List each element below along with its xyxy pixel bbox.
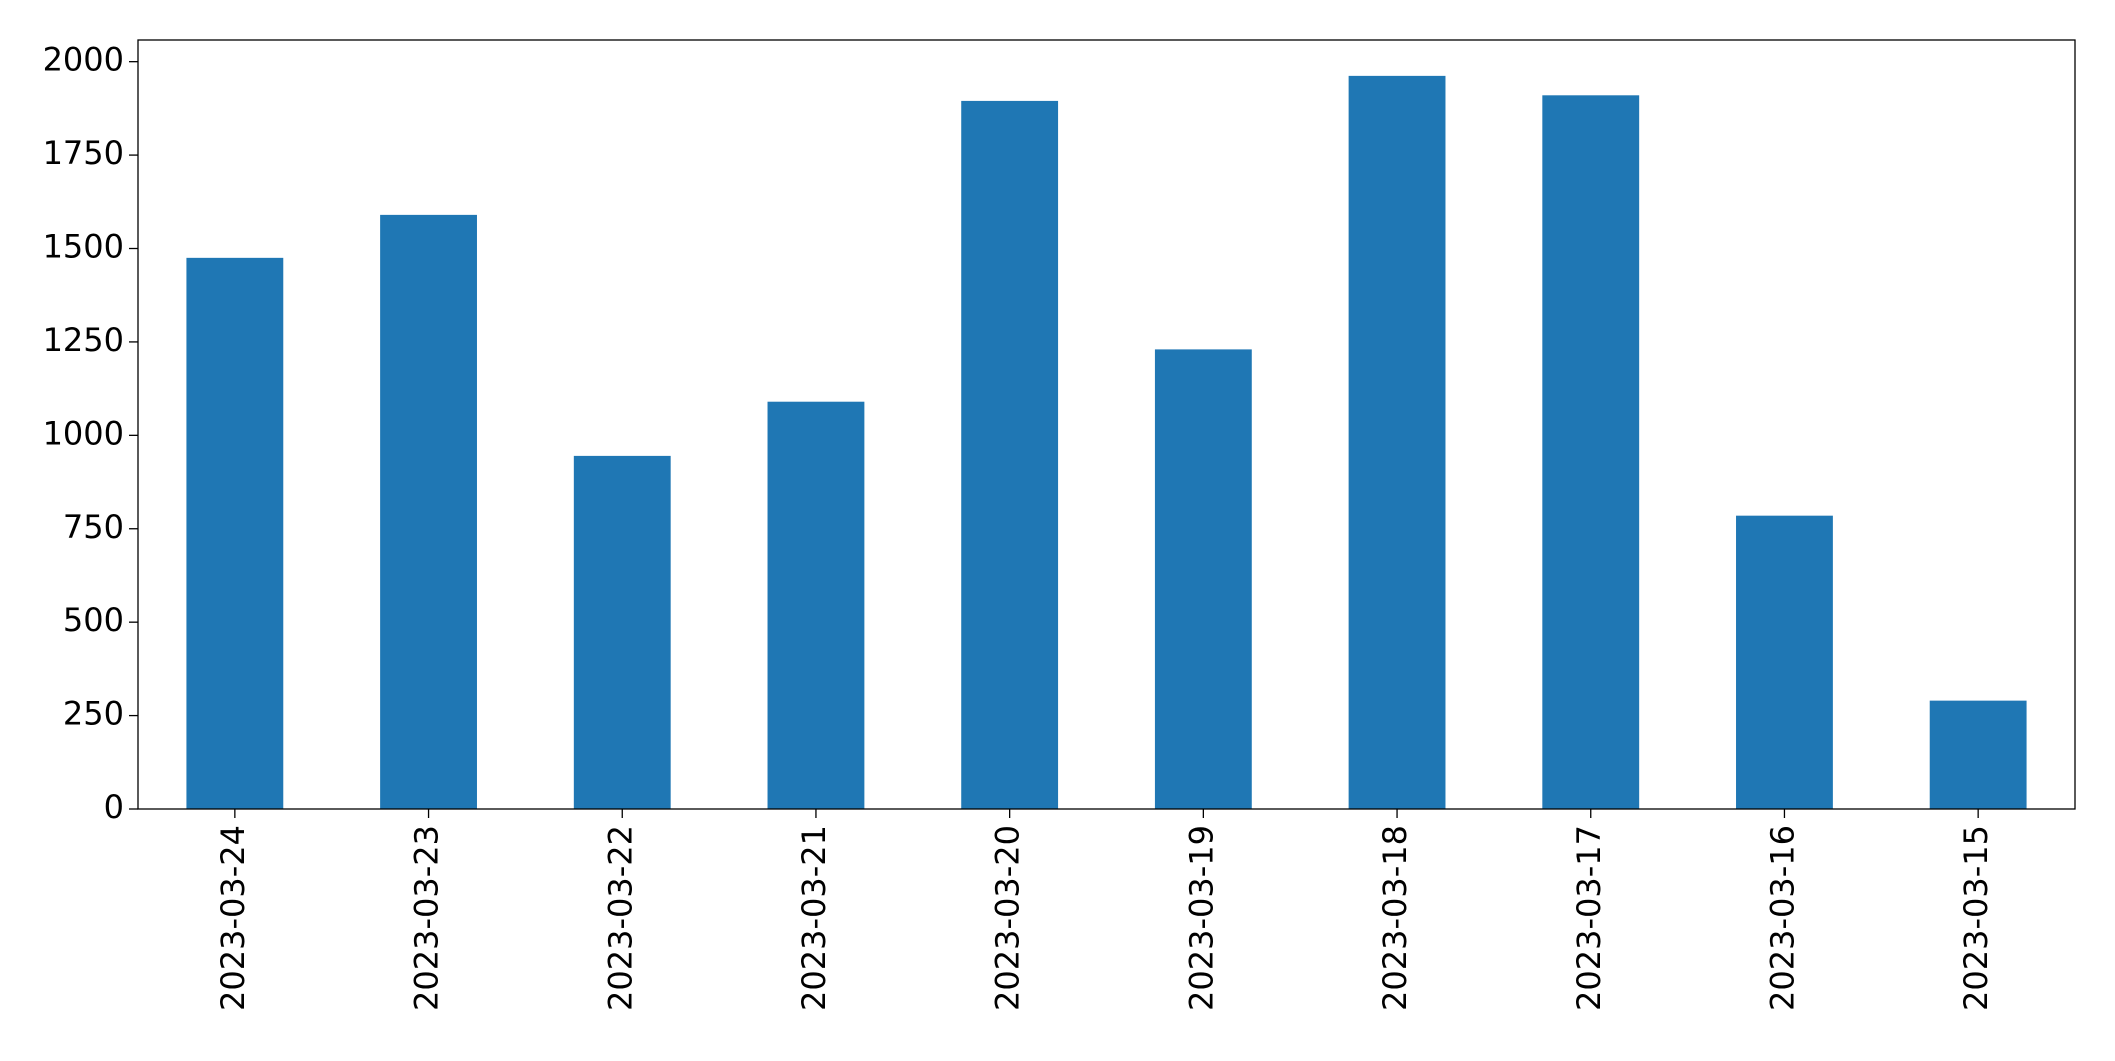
bar [1736,515,1833,809]
x-tick-label: 2023-03-17 [1570,825,1608,1011]
y-tick-label: 750 [63,508,124,546]
y-tick-label: 1250 [43,321,124,359]
bar [961,100,1059,810]
x-tick-label: 2023-03-20 [989,825,1027,1011]
bar [1348,75,1446,810]
y-tick-label: 1500 [43,228,124,266]
y-tick-label: 500 [63,601,124,639]
x-tick-label: 2023-03-18 [1376,825,1414,1011]
x-tick-label: 2023-03-21 [795,825,833,1011]
bar [573,455,671,809]
x-tick-label: 2023-03-24 [214,825,252,1011]
x-tick-label: 2023-03-22 [601,825,639,1011]
bar [1542,95,1640,809]
bar [767,401,865,809]
y-tick-label: 0 [104,788,124,826]
y-tick-label: 2000 [43,41,124,79]
bar [380,214,477,809]
x-tick-label: 2023-03-16 [1763,825,1801,1011]
plot-frame [137,39,2076,810]
x-tick-label: 2023-03-23 [408,825,446,1011]
x-tick-label: 2023-03-15 [1957,825,1995,1011]
x-tick-label: 2023-03-19 [1182,825,1220,1011]
y-tick-label: 1000 [43,414,124,452]
bar [1154,349,1252,809]
bar [1929,700,2027,809]
y-tick-label: 1750 [43,134,124,172]
bar [186,257,284,810]
y-tick-label: 250 [63,695,124,733]
